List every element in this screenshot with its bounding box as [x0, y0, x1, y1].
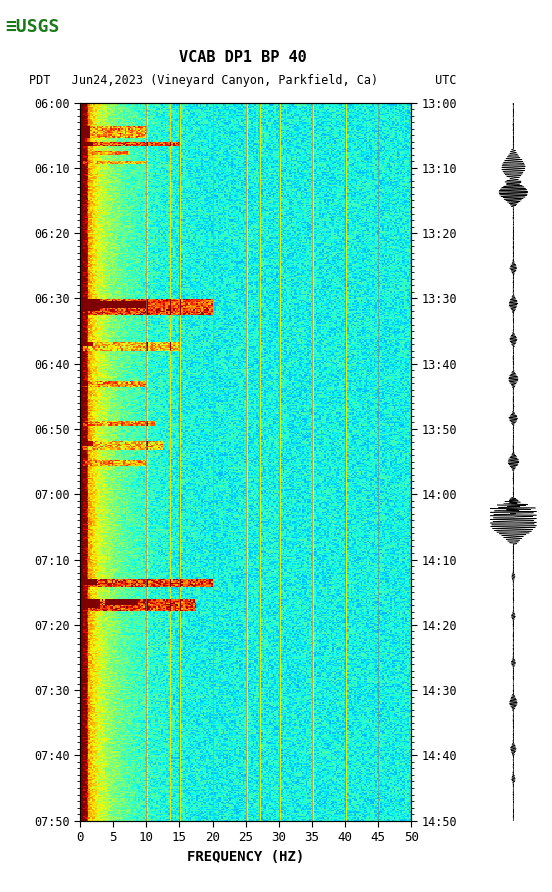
- Text: ≡USGS: ≡USGS: [6, 18, 60, 36]
- Text: VCAB DP1 BP 40: VCAB DP1 BP 40: [179, 51, 307, 65]
- Text: PDT   Jun24,2023 (Vineyard Canyon, Parkfield, Ca)        UTC: PDT Jun24,2023 (Vineyard Canyon, Parkfie…: [29, 74, 457, 87]
- X-axis label: FREQUENCY (HZ): FREQUENCY (HZ): [187, 849, 304, 863]
